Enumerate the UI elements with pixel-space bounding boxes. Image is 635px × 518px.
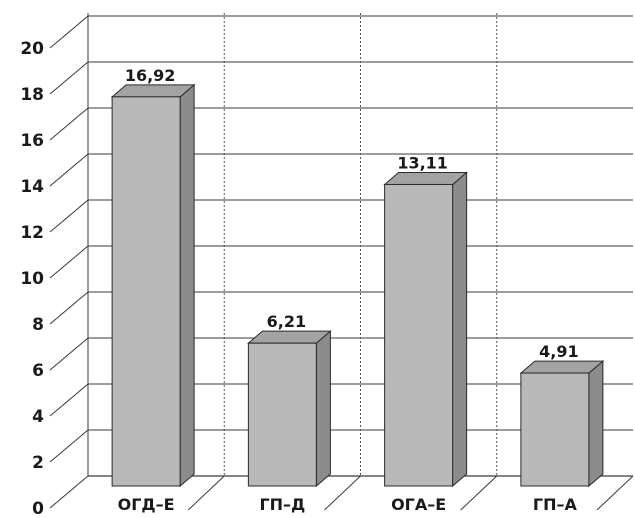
y-tick-label: 18 <box>20 85 44 105</box>
gridline-diagonal <box>49 15 89 49</box>
x-tick-label: ГП–А <box>533 495 578 514</box>
data-label: 13,11 <box>397 153 448 172</box>
y-tick-label: 14 <box>20 177 44 197</box>
y-tick-label: 2 <box>32 453 44 473</box>
bar-top-face <box>247 330 332 344</box>
y-tick-label: 20 <box>20 39 44 59</box>
bar-top-face <box>383 171 468 185</box>
y-tick-label: 6 <box>32 361 44 381</box>
bar-front-face <box>111 96 181 487</box>
bar-side-face <box>588 359 604 488</box>
bar <box>383 171 468 488</box>
bar-front-face <box>247 342 317 487</box>
x-tick-label: ГП–Д <box>259 495 305 514</box>
gridline-diagonal <box>49 429 89 463</box>
labels: 0 2 4 6 8 10 12 14 16 18 20 16,92 ОГД–Е 6,21 ГП–Д 13,11… <box>20 39 578 518</box>
bar-top-face <box>519 360 605 374</box>
x-tick-label: ОГА–Е <box>391 495 446 514</box>
gridline-diagonal <box>49 291 89 325</box>
bar <box>519 359 605 488</box>
bar-top-face <box>110 84 196 98</box>
bar <box>110 83 196 488</box>
data-label: 6,21 <box>267 312 306 331</box>
gridline-diagonal <box>49 107 89 141</box>
bar-side-face <box>179 83 195 488</box>
gridline-diagonal <box>49 337 89 371</box>
y-tick-label: 16 <box>20 131 44 151</box>
gridline-diagonal <box>49 153 89 187</box>
x-tick-label: ОГД–Е <box>118 495 175 514</box>
data-label: 16,92 <box>125 66 176 85</box>
bar-side-face <box>315 330 331 488</box>
y-tick-label: 12 <box>20 223 44 243</box>
gridline-diagonal <box>49 199 89 233</box>
bar-front-face <box>384 183 454 487</box>
data-label: 4,91 <box>539 342 578 361</box>
bar-front-face <box>520 372 590 487</box>
floor-separator <box>324 475 361 511</box>
gridline-diagonal <box>49 383 89 417</box>
bar-side-face <box>452 171 468 488</box>
y-tick-label: 10 <box>20 269 44 289</box>
floor-separator <box>460 475 498 511</box>
y-tick-label: 0 <box>32 499 44 518</box>
bars <box>110 83 605 488</box>
y-tick-label: 8 <box>32 315 44 335</box>
y-tick-label: 4 <box>32 407 44 427</box>
floor-separator <box>596 475 634 511</box>
gridline-diagonal <box>49 475 89 509</box>
gridline-diagonal <box>49 61 89 95</box>
floor-separator <box>187 475 225 511</box>
gridline-diagonal <box>49 245 89 279</box>
bar <box>247 330 332 488</box>
